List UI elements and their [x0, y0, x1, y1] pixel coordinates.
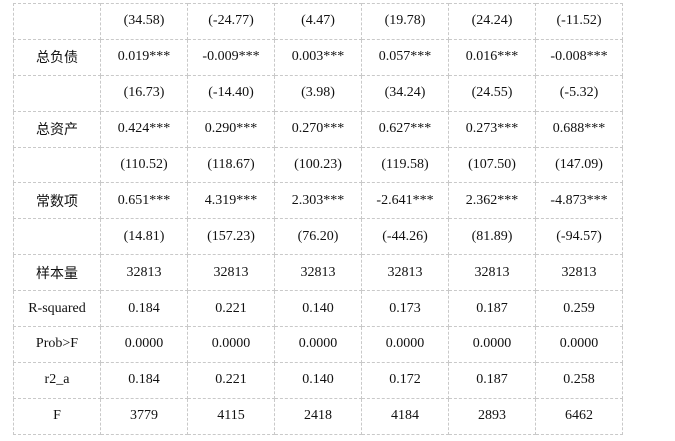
table-cell: (-94.57) — [535, 218, 623, 256]
row-label: 样本量 — [13, 254, 101, 292]
table-cell: 0.627*** — [361, 110, 449, 148]
table-cell: (-5.32) — [535, 74, 623, 112]
table-cell: 0.221 — [187, 361, 275, 399]
row-label: Prob>F — [13, 326, 101, 363]
table-cell: 0.258 — [535, 361, 623, 399]
table-cell: 0.057*** — [361, 38, 449, 76]
row-label: 总负债 — [13, 38, 101, 76]
table-cell: -0.009*** — [187, 38, 275, 76]
table-cell: 6462 — [535, 397, 623, 435]
table-cell: 0.0000 — [274, 326, 362, 363]
table-cell: 0.424*** — [100, 110, 188, 148]
table-cell: 0.172 — [361, 361, 449, 399]
table-row: Prob>F 0.0000 0.0000 0.0000 0.0000 0.0000 0.00… — [13, 326, 623, 363]
table-cell: 0.270*** — [274, 110, 362, 148]
table-row: (110.52) (118.67) (100.23) (119.58) (107.50)… — [13, 146, 623, 184]
table-cell: 32813 — [187, 254, 275, 292]
table-row: 常数项 0.651*** 4.319*** 2.303*** -2.641*** 2.36… — [13, 182, 623, 220]
table-cell: 2893 — [448, 397, 536, 435]
table-cell: 0.688*** — [535, 110, 623, 148]
table-cell: (118.67) — [187, 146, 275, 184]
table-cell: (14.81) — [100, 218, 188, 256]
table-cell: 0.651*** — [100, 182, 188, 220]
table-cell: 0.140 — [274, 290, 362, 328]
table-cell: 0.019*** — [100, 38, 188, 76]
table-row: (34.58) (-24.77) (4.47) (19.78) (24.24) (-11.… — [13, 3, 623, 40]
table-cell: 2.303*** — [274, 182, 362, 220]
table-cell: 4.319*** — [187, 182, 275, 220]
table-cell: -0.008*** — [535, 38, 623, 76]
table-row: F 3779 4115 2418 4184 2893 6462 — [13, 397, 623, 435]
row-label: 总资产 — [13, 110, 101, 148]
table-cell: (81.89) — [448, 218, 536, 256]
table-cell: 0.0000 — [100, 326, 188, 363]
table-cell: 4115 — [187, 397, 275, 435]
table-cell: 32813 — [100, 254, 188, 292]
table-cell: (157.23) — [187, 218, 275, 256]
table-cell: (110.52) — [100, 146, 188, 184]
table-cell: (147.09) — [535, 146, 623, 184]
table-cell: 0.184 — [100, 361, 188, 399]
row-label: 常数项 — [13, 182, 101, 220]
table-cell: (107.50) — [448, 146, 536, 184]
table-cell: (-24.77) — [187, 3, 275, 40]
table-row: 样本量 32813 32813 32813 32813 32813 32813 — [13, 254, 623, 292]
table-cell: 0.290*** — [187, 110, 275, 148]
table-cell: (4.47) — [274, 3, 362, 40]
table-cell: (24.24) — [448, 3, 536, 40]
table-cell: 0.003*** — [274, 38, 362, 76]
table-cell: (16.73) — [100, 74, 188, 112]
table-cell: (34.58) — [100, 3, 188, 40]
table-cell: (100.23) — [274, 146, 362, 184]
table-row: (16.73) (-14.40) (3.98) (34.24) (24.55) (-5.3… — [13, 74, 623, 112]
table-cell: 0.173 — [361, 290, 449, 328]
table-cell: -4.873*** — [535, 182, 623, 220]
table-cell: 0.0000 — [535, 326, 623, 363]
table-cell: 2.362*** — [448, 182, 536, 220]
table-cell: 0.0000 — [448, 326, 536, 363]
regression-table-container: (34.58) (-24.77) (4.47) (19.78) (24.24) (-11.… — [13, 3, 623, 435]
table-cell: 0.273*** — [448, 110, 536, 148]
table-body: (34.58) (-24.77) (4.47) (19.78) (24.24) (-11.… — [13, 3, 623, 435]
table-row: (14.81) (157.23) (76.20) (-44.26) (81.89) (-9… — [13, 218, 623, 256]
table-cell: 32813 — [535, 254, 623, 292]
table-cell: 3779 — [100, 397, 188, 435]
table-cell: -2.641*** — [361, 182, 449, 220]
table-row: 总负债 0.019*** -0.009*** 0.003*** 0.057*** 0.01… — [13, 38, 623, 76]
table-cell: (19.78) — [361, 3, 449, 40]
table-cell: (34.24) — [361, 74, 449, 112]
row-label — [13, 218, 101, 256]
row-label — [13, 74, 101, 112]
row-label — [13, 146, 101, 184]
table-cell: 0.187 — [448, 290, 536, 328]
regression-results-table: (34.58) (-24.77) (4.47) (19.78) (24.24) (-11.… — [13, 3, 623, 435]
table-cell: 0.0000 — [187, 326, 275, 363]
table-row: r2_a 0.184 0.221 0.140 0.172 0.187 0.258 — [13, 361, 623, 399]
table-cell: 0.016*** — [448, 38, 536, 76]
table-cell: 4184 — [361, 397, 449, 435]
table-cell: 0.259 — [535, 290, 623, 328]
row-label: F — [13, 397, 101, 435]
row-label: R-squared — [13, 290, 101, 328]
table-cell: 0.187 — [448, 361, 536, 399]
table-cell: (-11.52) — [535, 3, 623, 40]
table-cell: (-14.40) — [187, 74, 275, 112]
table-cell: 32813 — [448, 254, 536, 292]
table-cell: 2418 — [274, 397, 362, 435]
table-cell: (24.55) — [448, 74, 536, 112]
table-row: 总资产 0.424*** 0.290*** 0.270*** 0.627*** 0.273… — [13, 110, 623, 148]
table-cell: 0.140 — [274, 361, 362, 399]
table-cell: 0.184 — [100, 290, 188, 328]
table-cell: 32813 — [361, 254, 449, 292]
row-label: r2_a — [13, 361, 101, 399]
table-cell: (119.58) — [361, 146, 449, 184]
table-cell: (76.20) — [274, 218, 362, 256]
table-row: R-squared 0.184 0.221 0.140 0.173 0.187 0.259 — [13, 290, 623, 328]
table-cell: (-44.26) — [361, 218, 449, 256]
table-cell: 32813 — [274, 254, 362, 292]
table-cell: (3.98) — [274, 74, 362, 112]
table-cell: 0.0000 — [361, 326, 449, 363]
table-cell: 0.221 — [187, 290, 275, 328]
row-label — [13, 3, 101, 40]
